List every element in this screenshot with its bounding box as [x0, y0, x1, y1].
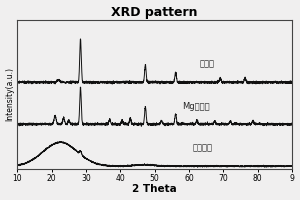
X-axis label: 2 Theta: 2 Theta — [132, 184, 177, 194]
Text: Mg还原后: Mg还原后 — [182, 102, 210, 111]
Text: 碳包覆后: 碳包覆后 — [192, 143, 212, 152]
Y-axis label: Intensity(a.u.): Intensity(a.u.) — [6, 67, 15, 121]
Text: 酸洗后: 酸洗后 — [199, 59, 214, 68]
Title: XRD pattern: XRD pattern — [111, 6, 198, 19]
